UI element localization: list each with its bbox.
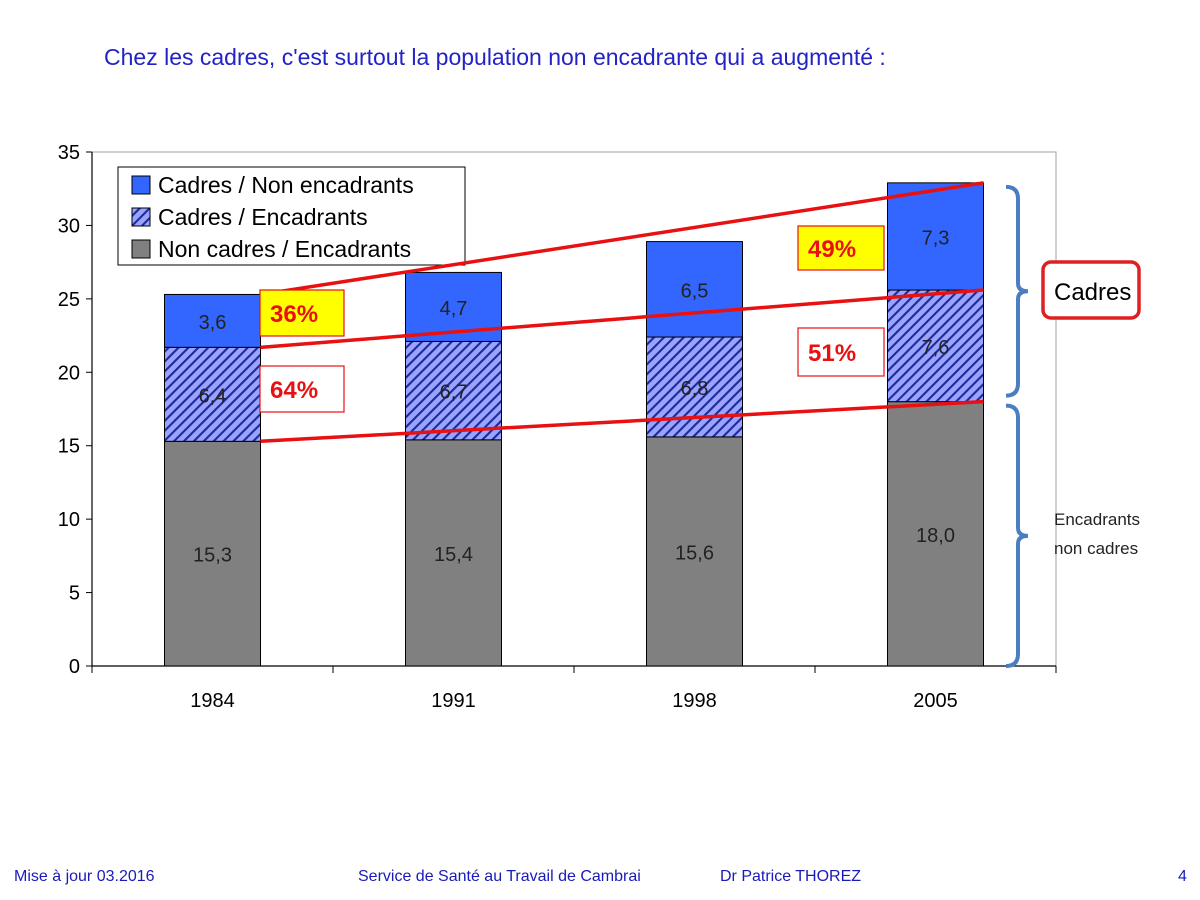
encadrants-label-line: Encadrants bbox=[1054, 510, 1140, 529]
percent-annotation: 49% bbox=[797, 225, 885, 271]
y-tick-label: 0 bbox=[69, 656, 80, 678]
data-label: 6,4 bbox=[199, 385, 227, 407]
data-label: 7,6 bbox=[922, 337, 950, 359]
bar-segment-non-cadres-encadrants bbox=[405, 439, 502, 667]
data-label: 7,3 bbox=[922, 227, 950, 249]
legend-swatch bbox=[131, 207, 151, 227]
trend-line bbox=[260, 288, 984, 350]
bar-segment-cadres-encadrants bbox=[405, 340, 502, 441]
data-label: 15,4 bbox=[434, 544, 473, 566]
slide-title: Chez les cadres, c'est surtout la popula… bbox=[104, 44, 886, 70]
data-label: 15,3 bbox=[193, 545, 232, 567]
cadres-label-box bbox=[1041, 260, 1141, 320]
footer-update-date: Mise à jour 03.2016 bbox=[14, 868, 155, 885]
footer-author: Dr Patrice THOREZ bbox=[720, 868, 862, 885]
percent-annotation: 64% bbox=[259, 365, 345, 413]
percent-box bbox=[259, 289, 345, 337]
bar-segment-cadres-non-encadrants bbox=[887, 182, 984, 291]
y-tick-label: 35 bbox=[58, 142, 80, 164]
percent-annotation: 36% bbox=[259, 289, 345, 337]
brace-path bbox=[1005, 184, 1029, 398]
legend-entry: Cadres / Non encadrants bbox=[158, 172, 414, 198]
data-label: 3,6 bbox=[199, 312, 227, 334]
legend-swatch bbox=[131, 239, 151, 259]
percent-label: 36% bbox=[270, 301, 318, 328]
legend: Cadres / Non encadrants Cadres / Encadran… bbox=[117, 166, 466, 266]
x-tick-label: 1991 bbox=[431, 690, 476, 712]
data-label: 6,5 bbox=[681, 280, 709, 302]
bar-segment-cadres-encadrants bbox=[887, 289, 984, 403]
trend-line bbox=[260, 399, 984, 444]
cadres-label: Cadres bbox=[1054, 279, 1131, 306]
percent-label: 49% bbox=[808, 236, 856, 263]
x-tick-label: 1984 bbox=[190, 690, 235, 712]
bar-segment-cadres-non-encadrants bbox=[164, 293, 261, 348]
y-tick-label: 30 bbox=[58, 215, 80, 237]
footer-service-name: Service de Santé au Travail de Cambrai bbox=[358, 868, 641, 885]
percent-label: 64% bbox=[270, 377, 318, 404]
legend-box bbox=[117, 166, 466, 266]
bar-segment-cadres-non-encadrants bbox=[646, 241, 743, 338]
percent-box bbox=[259, 365, 345, 413]
percent-annotation: 51% bbox=[797, 327, 885, 377]
encadrants-label-line: non cadres bbox=[1054, 539, 1138, 558]
brace-path bbox=[1005, 403, 1029, 668]
legend-entry: Cadres / Encadrants bbox=[158, 204, 368, 230]
bar-segment-non-cadres-encadrants bbox=[887, 401, 984, 667]
data-label: 6,7 bbox=[440, 382, 468, 404]
x-tick-label: 1998 bbox=[672, 690, 717, 712]
percent-box bbox=[797, 327, 885, 377]
y-tick-label: 15 bbox=[58, 436, 80, 458]
data-label: 4,7 bbox=[440, 298, 468, 320]
data-label: 18,0 bbox=[916, 525, 955, 547]
percent-label: 51% bbox=[808, 340, 856, 367]
legend-entry: Non cadres / Encadrants bbox=[158, 236, 411, 262]
x-tick-label: 2005 bbox=[913, 690, 958, 712]
data-label: 6,8 bbox=[681, 378, 709, 400]
y-tick-label: 10 bbox=[58, 509, 80, 531]
percent-box bbox=[797, 225, 885, 271]
y-tick-label: 20 bbox=[58, 362, 80, 384]
encadrants-bracket: Encadrants non cadres bbox=[1005, 403, 1140, 668]
legend-swatch bbox=[131, 175, 151, 195]
y-tick-label: 5 bbox=[69, 583, 80, 605]
footer-page-number: 4 bbox=[1178, 868, 1187, 885]
y-tick-label: 25 bbox=[58, 289, 80, 311]
data-label: 15,6 bbox=[675, 542, 714, 564]
cadres-bracket: Cadres bbox=[1005, 184, 1141, 398]
trend-line bbox=[260, 181, 984, 297]
bar-segment-non-cadres-encadrants bbox=[646, 436, 743, 667]
